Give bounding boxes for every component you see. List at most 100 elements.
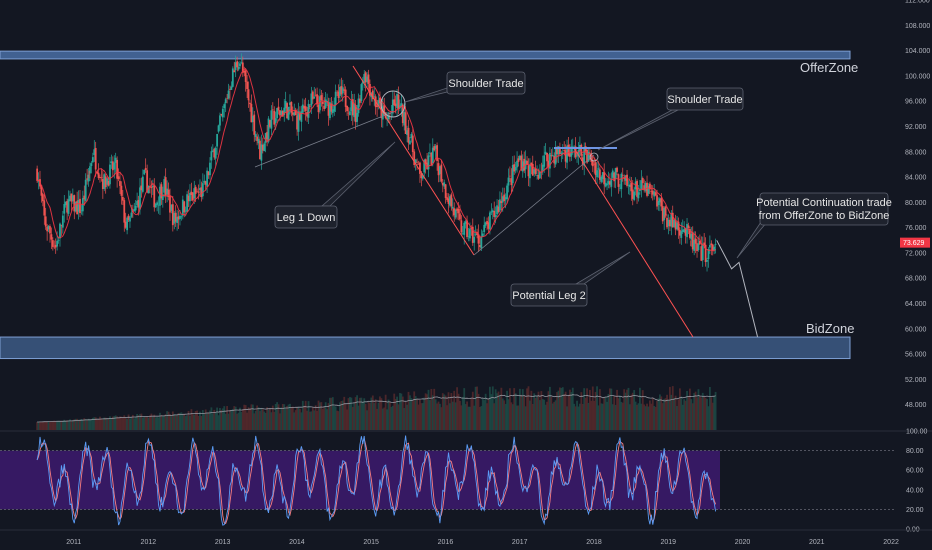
- volume-bar: [693, 393, 696, 430]
- candle-body: [186, 194, 189, 212]
- candle-body: [637, 192, 640, 199]
- candle-body: [160, 184, 163, 199]
- candle-body: [567, 144, 570, 156]
- candle-body: [600, 176, 603, 182]
- volume-bar: [489, 386, 491, 430]
- volume-bar: [623, 389, 626, 430]
- candle-body: [704, 244, 707, 263]
- price-axis[interactable]: 112.000 108.000 104.000 100.000 96.000 92.000…: [905, 0, 930, 409]
- candle-body: [389, 113, 391, 115]
- candle-body: [59, 223, 61, 239]
- candle-body: [441, 182, 444, 186]
- callout-potential-continuation[interactable]: Potential Continuation trade from OfferZ…: [736, 192, 892, 259]
- volume-bar: [199, 411, 201, 430]
- volume-bar: [181, 413, 184, 430]
- candle-body: [56, 240, 59, 247]
- shoulder-highlight-dot[interactable]: [589, 152, 599, 162]
- volume-bar: [59, 421, 61, 430]
- candle-body: [177, 216, 180, 220]
- bid-zone-box[interactable]: [0, 336, 851, 360]
- candle-body: [543, 155, 546, 167]
- candle-body: [684, 228, 687, 236]
- callout-leg-1-down[interactable]: Leg 1 Down: [274, 141, 396, 229]
- candle-body: [319, 96, 321, 111]
- volume-bar: [91, 417, 94, 430]
- volume-bar: [409, 395, 411, 430]
- stochastic-oscillator-pane: [0, 435, 895, 526]
- candle-body: [626, 174, 628, 186]
- candle-body: [519, 155, 521, 161]
- candle-body: [687, 225, 690, 228]
- candle-body: [100, 177, 103, 178]
- trendline-right[interactable]: [473, 154, 595, 256]
- volume-bar: [323, 406, 326, 430]
- drawings: [254, 65, 759, 338]
- candle-body: [417, 164, 420, 165]
- candle-body: [701, 244, 704, 261]
- candle-body: [597, 168, 600, 170]
- volume-bar: [674, 395, 677, 430]
- candle-body: [371, 90, 374, 100]
- potential-leg-2-line[interactable]: [573, 147, 694, 338]
- volume-bar: [260, 407, 263, 430]
- candle-body: [299, 112, 301, 120]
- candle-body: [104, 176, 107, 188]
- projected-continuation-path[interactable]: [716, 240, 759, 338]
- volume-bar: [109, 416, 111, 430]
- volume-bar: [377, 402, 380, 430]
- volume-bar: [296, 407, 298, 430]
- volume-bar: [189, 415, 191, 430]
- volume-bar: [233, 406, 236, 430]
- volume-bar: [337, 411, 340, 430]
- callout-potential-leg-2[interactable]: Potential Leg 2: [510, 251, 631, 307]
- candle-body: [36, 168, 39, 181]
- candle-body: [163, 179, 166, 193]
- candle-body: [190, 191, 193, 195]
- candle-body: [247, 89, 250, 101]
- trendline-left[interactable]: [254, 111, 394, 168]
- candle-body: [84, 179, 87, 201]
- volume-bar: [691, 403, 694, 430]
- callout-shoulder-trade-1[interactable]: Shoulder Trade: [404, 71, 526, 103]
- volume-bar: [191, 414, 194, 430]
- volume-bar: [497, 391, 500, 430]
- oscillator-tick-label: 100.00: [906, 429, 928, 436]
- volume-bar: [256, 405, 259, 430]
- volume-bar: [246, 412, 249, 430]
- volume-bar: [81, 419, 84, 430]
- candle-body: [673, 219, 676, 228]
- shoulder-highlight-circle[interactable]: [380, 90, 406, 118]
- volume-bar: [36, 422, 39, 430]
- volume-bar: [74, 418, 77, 430]
- candle-body: [480, 236, 483, 249]
- callout-shoulder-trade-2[interactable]: Shoulder Trade: [597, 87, 744, 151]
- candle-body: [323, 105, 326, 109]
- volume-bar: [513, 388, 516, 430]
- candle-body: [377, 100, 380, 107]
- volume-bar: [149, 415, 151, 430]
- volume-bar: [40, 421, 43, 430]
- candle-body: [117, 176, 120, 180]
- time-axis[interactable]: 2011 2012 2013 2014 2015 2016 2017 2018 2019 2020…: [66, 539, 899, 546]
- volume-histogram: [36, 386, 717, 430]
- leg-1-down-line[interactable]: [352, 65, 475, 256]
- callout-leg-1-down-text: Leg 1 Down: [277, 212, 336, 224]
- candle-body: [166, 188, 169, 195]
- volume-bar: [493, 403, 496, 430]
- offer-zone-box[interactable]: [0, 50, 851, 60]
- volume-bar: [638, 387, 641, 430]
- volume-bar: [654, 406, 657, 430]
- volume-bar: [101, 419, 104, 430]
- volume-bar: [597, 405, 600, 430]
- candle-body: [460, 220, 463, 233]
- volume-bar: [167, 411, 170, 430]
- volume-bar: [356, 395, 358, 430]
- candle-body: [593, 163, 596, 165]
- candle-body: [691, 232, 694, 250]
- candle-body: [550, 155, 553, 157]
- candle-body: [284, 100, 287, 109]
- volume-bar: [139, 414, 141, 430]
- volume-bar: [577, 406, 580, 430]
- candle-body: [516, 160, 518, 168]
